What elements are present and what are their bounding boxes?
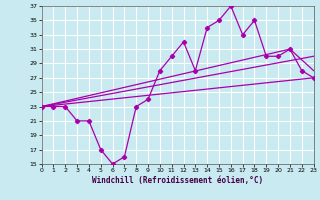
- X-axis label: Windchill (Refroidissement éolien,°C): Windchill (Refroidissement éolien,°C): [92, 176, 263, 185]
